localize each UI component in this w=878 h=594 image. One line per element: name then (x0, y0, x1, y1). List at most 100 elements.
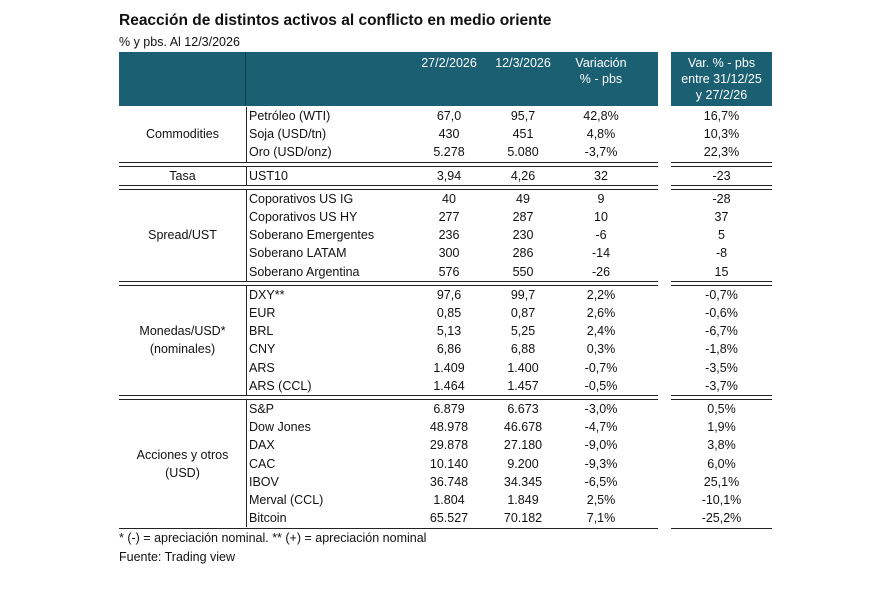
variacion: 2,5% (586, 493, 616, 507)
value-27-2: 5,13 (436, 324, 462, 339)
var-side: -8 (715, 246, 728, 261)
side-row-divider (671, 284, 772, 286)
var-side: 37 (714, 210, 729, 224)
row-divider (119, 399, 658, 400)
value-12-3: 287 (512, 210, 534, 224)
side-row-divider (671, 395, 772, 396)
column-divider (246, 400, 247, 528)
value-27-2: 97,6 (436, 287, 462, 302)
value-12-3: 6,88 (510, 342, 536, 357)
variacion: 7,1% (586, 511, 616, 526)
value-12-3: 27.180 (503, 438, 543, 453)
var-side: -28 (712, 191, 731, 206)
header-variacion-line2: % - pbs (579, 72, 623, 86)
value-12-3: 99,7 (510, 287, 536, 302)
value-12-3: 4,26 (510, 168, 536, 183)
var-side: 22,3% (703, 145, 740, 160)
value-27-2: 1.464 (433, 378, 465, 393)
row-divider (119, 284, 658, 286)
header-col-27-2: 27/2/2026 (421, 56, 477, 70)
row-divider (119, 165, 658, 167)
source-note: Fuente: Trading view (119, 550, 236, 564)
footnote: * (-) = apreciación nominal. ** (+) = ap… (119, 531, 427, 545)
value-27-2: 576 (438, 264, 460, 279)
variacion: -0,5% (584, 378, 618, 393)
value-27-2: 65.527 (429, 511, 469, 526)
row-name: Oro (USD/onz) (249, 145, 332, 160)
row-name: Soja (USD/tn) (249, 127, 327, 142)
value-27-2: 40 (442, 191, 456, 206)
var-side: 16,7% (703, 109, 740, 123)
row-divider (119, 395, 658, 396)
header-side-line2: entre 31/12/25 (681, 72, 762, 86)
row-name: Bitcoin (249, 511, 287, 526)
variacion: -4,7% (584, 420, 618, 435)
row-name: Soberano Argentina (249, 264, 360, 279)
variacion: -26 (591, 264, 611, 279)
group-label: Acciones y otros (136, 447, 229, 462)
variacion: 2,2% (586, 287, 616, 302)
value-12-3: 1.457 (507, 378, 539, 393)
row-divider (119, 280, 658, 282)
var-side: -0,6% (705, 306, 738, 320)
value-27-2: 5.278 (433, 145, 465, 160)
value-12-3: 230 (512, 228, 534, 243)
header-side-line1: Var. % - pbs (687, 56, 756, 70)
value-27-2: 1.409 (433, 360, 465, 375)
value-12-3: 5.080 (507, 145, 539, 160)
variacion: 10 (594, 210, 608, 224)
row-name: UST10 (249, 168, 288, 183)
header-divider (245, 52, 246, 106)
var-side: -1,8% (705, 342, 738, 357)
value-12-3: 1.849 (507, 493, 539, 507)
row-divider (119, 188, 658, 190)
value-12-3: 49 (516, 191, 530, 206)
value-12-3: 9.200 (507, 456, 539, 471)
value-12-3: 46.678 (503, 420, 543, 435)
var-side: -10,1% (701, 493, 742, 507)
group-label: (nominales) (149, 342, 216, 357)
group-label: Commodities (146, 127, 219, 142)
row-name: Soberano LATAM (249, 246, 347, 261)
value-27-2: 1.804 (433, 493, 465, 507)
row-name: DAX (249, 438, 275, 453)
row-name: CNY (249, 342, 276, 357)
value-12-3: 0,87 (510, 306, 536, 320)
value-27-2: 29.878 (429, 438, 469, 453)
variacion: 42,8% (583, 109, 619, 123)
value-27-2: 10.140 (429, 456, 469, 471)
value-12-3: 5,25 (510, 324, 536, 339)
variacion: 2,4% (586, 324, 616, 339)
side-row-divider (671, 161, 772, 163)
variacion: 32 (594, 168, 608, 183)
side-row-divider (671, 528, 772, 530)
side-row-divider (671, 165, 772, 167)
subtitle: % y pbs. Al 12/3/2026 (119, 35, 240, 49)
group-label: Spread/UST (148, 228, 217, 243)
variacion: -14 (591, 246, 611, 261)
var-side: 25,1% (703, 474, 740, 489)
var-side: -25,2% (701, 511, 742, 526)
value-27-2: 36.748 (429, 474, 469, 489)
side-row-divider (671, 399, 772, 400)
row-name: BRL (249, 324, 274, 339)
value-27-2: 430 (438, 127, 460, 142)
var-side: 15 (714, 264, 729, 279)
variacion: -9,0% (584, 438, 618, 453)
variacion: 0,3% (586, 342, 616, 357)
row-name: Dow Jones (249, 420, 311, 435)
value-12-3: 550 (512, 264, 534, 279)
var-side: -3,5% (705, 360, 738, 375)
value-27-2: 300 (438, 246, 460, 261)
column-divider (246, 166, 247, 185)
column-divider (246, 107, 247, 162)
row-name: Coporativos US HY (249, 210, 358, 224)
group-label: (USD) (165, 465, 200, 480)
row-name: IBOV (249, 474, 279, 489)
side-row-divider (671, 188, 772, 190)
side-table-header: Var. % - pbs entre 31/12/25 y 27/2/26 (671, 52, 772, 106)
header-col-variacion: Variación % - pbs (561, 55, 641, 87)
value-12-3: 451 (512, 127, 534, 142)
value-27-2: 277 (438, 210, 460, 224)
row-divider (119, 161, 658, 163)
